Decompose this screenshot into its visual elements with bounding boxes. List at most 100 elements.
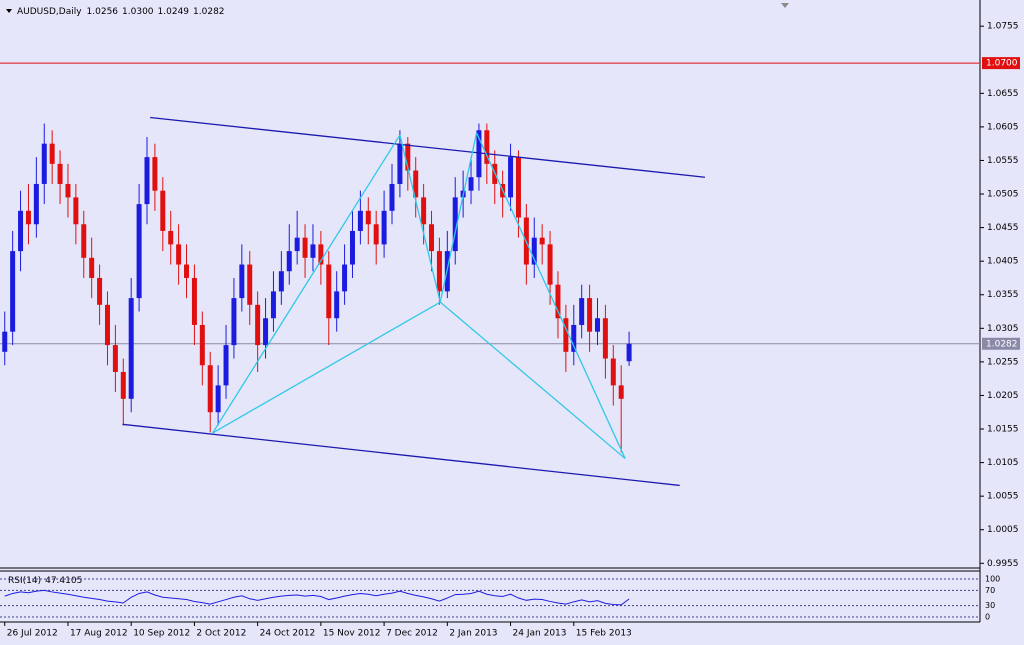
trend-line (122, 423, 680, 487)
y-tick-label: 1.0655 (987, 89, 1019, 99)
candle-body (247, 264, 253, 305)
candle-body (413, 170, 419, 198)
candle-body (468, 177, 474, 191)
trend-line (212, 134, 401, 434)
candle-body (160, 190, 166, 231)
indicator-tick-label: 30 (985, 601, 995, 610)
candle-body (263, 318, 269, 346)
candle-body (373, 224, 379, 245)
candle-body (563, 318, 569, 352)
indicator-tick-label: 0 (985, 613, 990, 622)
candle-body (81, 224, 87, 258)
candle-body (168, 230, 174, 245)
candle-body (286, 251, 292, 272)
price-label-box (982, 57, 1020, 70)
candle-body (334, 291, 340, 319)
candle-body (25, 210, 31, 225)
candle-body (215, 385, 221, 413)
x-tick-label: 26 Jul 2012 (7, 629, 58, 639)
candle-body (49, 143, 55, 164)
candle-body (531, 237, 537, 265)
open-label: 1.0256 (87, 7, 119, 17)
x-tick-label: 2 Oct 2012 (196, 629, 246, 639)
y-tick-label: 1.0255 (987, 357, 1019, 367)
candle-body (429, 224, 435, 252)
candle-body (397, 143, 403, 184)
candle-body (547, 244, 553, 285)
candle-body (365, 210, 371, 225)
y-tick-label: 1.0555 (987, 156, 1019, 166)
candle-body (476, 130, 482, 178)
candle-body (223, 345, 229, 386)
y-tick-label: 1.0105 (987, 458, 1019, 468)
candle-body (571, 324, 577, 352)
candle-body (112, 345, 118, 372)
x-tick-label: 15 Nov 2012 (323, 629, 381, 639)
candle-body (97, 277, 103, 305)
y-tick-label: 1.0505 (987, 190, 1019, 200)
candle-body (18, 210, 24, 252)
indicator-name: RSI(14) (8, 576, 41, 586)
menu-arrow[interactable] (6, 9, 12, 13)
candle-body (136, 204, 142, 299)
shift-marker (781, 3, 789, 8)
x-tick-label: 17 Aug 2012 (70, 629, 128, 639)
chart-header: AUDUSD,Daily 1.0256 1.0300 1.0249 1.0282 (17, 7, 225, 17)
candle-body (405, 143, 411, 171)
x-tick-label: 15 Feb 2013 (576, 629, 632, 639)
price-label-box (982, 337, 1020, 350)
candle-body (231, 298, 237, 346)
candle-body (602, 318, 608, 359)
trend-line (212, 301, 441, 434)
trend-line (439, 132, 478, 303)
candle-body (41, 143, 47, 184)
candle-body (452, 197, 458, 252)
y-tick-label: 1.0755 (987, 22, 1019, 32)
y-tick-label: 1.0405 (987, 257, 1019, 267)
candle-body (342, 264, 348, 292)
price-label: 1.0282 (986, 339, 1018, 349)
candle-body (626, 343, 632, 362)
candle-body (144, 157, 150, 205)
candle-body (326, 264, 332, 319)
candle-body (104, 304, 110, 346)
candle-body (73, 197, 79, 225)
x-tick-label: 24 Oct 2012 (260, 629, 316, 639)
trend-line (399, 134, 441, 303)
trend-line (475, 132, 626, 459)
trend-line (150, 116, 706, 178)
candle-body (587, 298, 593, 332)
y-tick-label: 1.0155 (987, 425, 1019, 435)
plot (0, 62, 980, 487)
candle-body (255, 304, 261, 346)
indicator-tick-label: 100 (985, 574, 1000, 583)
high-label: 1.0300 (122, 7, 154, 17)
price-label: 1.0700 (986, 59, 1018, 69)
indicator-value: 47.4105 (45, 576, 82, 586)
y-tick-label: 1.0005 (987, 525, 1019, 535)
candle-body (310, 244, 316, 258)
x-tick-label: 24 Jan 2013 (513, 629, 567, 639)
trend-line (439, 301, 626, 460)
y-tick-label: 1.0305 (987, 324, 1019, 334)
y-tick-label: 1.0605 (987, 122, 1019, 132)
candle-body (176, 244, 182, 265)
y-tick-label: 0.9955 (987, 559, 1019, 569)
x-tick-label: 7 Dec 2012 (386, 629, 438, 639)
candle-body (421, 197, 427, 225)
candle-body (152, 157, 158, 191)
candle-body (515, 157, 521, 218)
candle-body (191, 277, 197, 325)
close-label: 1.0282 (193, 7, 225, 17)
symbol: AUDUSD,Daily (17, 7, 82, 17)
candle-body (294, 237, 300, 252)
low-label: 1.0249 (158, 7, 190, 17)
candle-body (508, 157, 514, 198)
candle-body (618, 385, 624, 399)
x-tick-label: 10 Sep 2012 (133, 629, 190, 639)
candle-body (357, 210, 363, 231)
candle-body (579, 298, 585, 325)
candle-body (349, 230, 355, 265)
